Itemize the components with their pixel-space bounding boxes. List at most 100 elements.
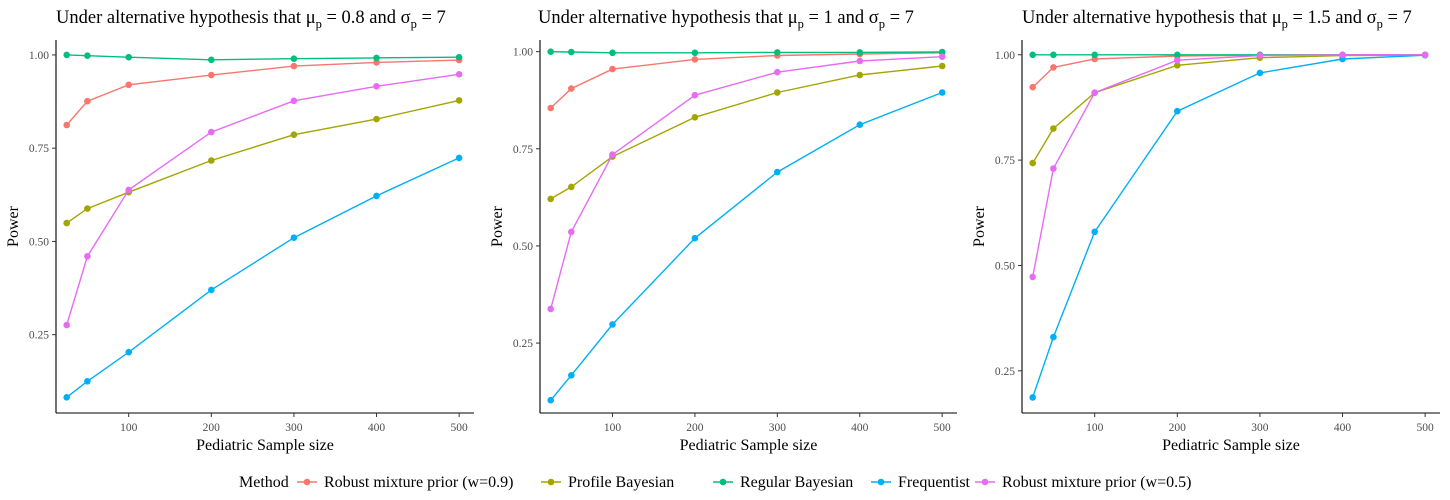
data-point: [1029, 51, 1036, 59]
title-sigma-value: = 7: [885, 8, 914, 28]
panel-title: Under alternative hypothesis that μp = 1…: [538, 8, 914, 31]
y-tick-label: 0.75: [513, 144, 533, 156]
data-point: [568, 48, 575, 56]
data-point: [1050, 125, 1057, 132]
y-tick-label: 0.25: [513, 338, 533, 350]
data-point: [609, 321, 616, 328]
y-tick-label: 0.75: [29, 143, 49, 155]
title-sigma-subscript: p: [1377, 17, 1383, 31]
series-2: [63, 97, 463, 227]
x-axis-label: Pediatric Sample size: [1162, 437, 1300, 454]
data-point: [1174, 51, 1181, 59]
data-point: [856, 57, 864, 65]
title-sigma: σ: [401, 8, 411, 28]
data-point: [1421, 51, 1429, 59]
series-5: [1029, 51, 1429, 281]
data-point: [609, 49, 616, 57]
x-tick-label: 300: [285, 422, 303, 434]
legend-item: Frequentist: [871, 474, 971, 491]
data-point: [455, 71, 463, 78]
y-tick-label: 1.00: [995, 50, 1015, 62]
data-point: [373, 192, 380, 200]
data-point: [455, 154, 463, 162]
data-point: [84, 97, 91, 105]
data-point: [609, 151, 616, 158]
title-mu: μ: [788, 8, 798, 28]
x-tick-label: 500: [451, 422, 469, 434]
data-point: [1091, 51, 1098, 59]
data-point: [547, 195, 554, 203]
title-prefix: Under alternative hypothesis that: [56, 8, 306, 28]
data-point: [125, 53, 132, 61]
title-mu-value: = 1.5 and: [1288, 8, 1367, 28]
legend-title: Method: [239, 474, 289, 491]
legend-key-point: [981, 478, 989, 486]
legend-label: Robust mixture prior (w=0.9): [324, 474, 513, 491]
title-sigma-value: = 7: [1383, 8, 1412, 28]
x-tick-label: 200: [686, 422, 704, 434]
x-tick-label: 500: [934, 422, 952, 434]
data-point: [568, 228, 575, 236]
series-line: [1032, 54, 1426, 164]
y-tick-label: 1.00: [513, 47, 533, 59]
data-point: [84, 378, 91, 385]
x-tick-label: 500: [1417, 422, 1435, 434]
series-2: [547, 62, 946, 203]
panel-1: Under alternative hypothesis that μp = 0…: [5, 8, 474, 454]
series-1: [63, 56, 463, 129]
data-point: [84, 52, 91, 59]
series-4: [1029, 51, 1429, 401]
title-sigma-value: = 7: [417, 8, 446, 28]
panel-title: Under alternative hypothesis that μp = 1…: [1022, 8, 1412, 31]
data-point: [1029, 83, 1036, 91]
series-line: [66, 59, 460, 126]
data-point: [1091, 228, 1098, 236]
data-point: [208, 157, 215, 164]
data-point: [1029, 394, 1036, 401]
legend-label: Frequentist: [898, 474, 971, 491]
data-point: [938, 62, 946, 70]
data-point: [691, 114, 699, 121]
title-prefix: Under alternative hypothesis that: [1022, 8, 1272, 28]
series-5: [547, 53, 946, 313]
legend-label: Robust mixture prior (w=0.5): [1002, 474, 1191, 491]
series-5: [63, 71, 463, 329]
title-mu-value: = 0.8 and: [322, 8, 401, 28]
series-line: [550, 56, 943, 310]
data-point: [373, 115, 380, 123]
legend-key-point: [547, 478, 555, 486]
series-line: [66, 99, 460, 224]
legend-item: Robust mixture prior (w=0.5): [975, 474, 1191, 491]
x-tick-label: 200: [1169, 422, 1187, 434]
data-point: [1256, 52, 1264, 59]
data-point: [938, 89, 946, 96]
data-point: [208, 71, 215, 79]
series-2: [1029, 51, 1429, 167]
legend-key-point: [303, 478, 311, 486]
data-point: [125, 186, 132, 194]
x-tick-label: 100: [604, 422, 622, 434]
data-point: [373, 83, 380, 90]
data-point: [1029, 159, 1036, 167]
title-mu-subscript: p: [316, 17, 322, 31]
data-point: [455, 97, 463, 104]
series-line: [550, 65, 943, 200]
data-point: [1174, 62, 1181, 69]
data-point: [290, 97, 298, 105]
title-mu-subscript: p: [1282, 17, 1288, 31]
data-point: [856, 49, 864, 56]
data-point: [63, 321, 70, 329]
data-point: [856, 121, 864, 128]
x-tick-label: 200: [203, 422, 221, 434]
data-point: [691, 91, 699, 99]
x-axis-label: Pediatric Sample size: [680, 437, 818, 454]
series-line: [1032, 54, 1426, 278]
data-point: [568, 183, 575, 191]
legend-label: Profile Bayesian: [568, 474, 674, 491]
data-point: [691, 49, 699, 57]
x-tick-label: 400: [851, 422, 869, 434]
legend: Method Robust mixture prior (w=0.9) Profil…: [239, 474, 1191, 491]
legend-item: Robust mixture prior (w=0.9): [297, 474, 513, 491]
title-sigma-subscript: p: [879, 17, 885, 31]
title-prefix: Under alternative hypothesis that: [538, 8, 788, 28]
